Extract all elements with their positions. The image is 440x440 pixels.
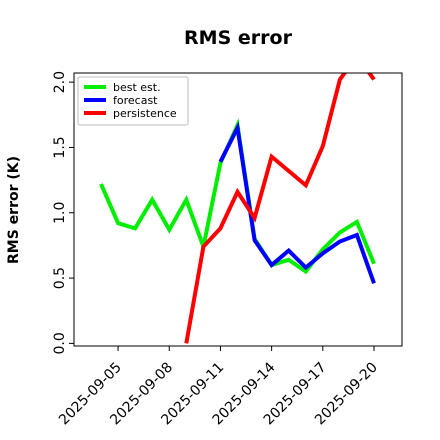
y-tick-label: 0.5: [52, 267, 68, 289]
legend-label: best est.: [113, 81, 161, 94]
y-axis-label: RMS error (K): [6, 156, 22, 264]
series-line-persistence: [184, 73, 376, 344]
y-tick-label: 0.0: [52, 332, 68, 354]
series-line-forecast: [218, 121, 376, 284]
legend-label: forecast: [113, 94, 158, 107]
chart-title: RMS error: [184, 27, 293, 49]
y-tick-label: 1.0: [52, 202, 68, 224]
plot-frame: [73, 72, 403, 347]
y-tick-label: 1.5: [52, 136, 68, 158]
series-line-best-est: [99, 118, 376, 275]
series-layer: [99, 73, 376, 344]
y-tick-label: 2.0: [52, 71, 68, 93]
legend-label: persistence: [113, 107, 177, 120]
